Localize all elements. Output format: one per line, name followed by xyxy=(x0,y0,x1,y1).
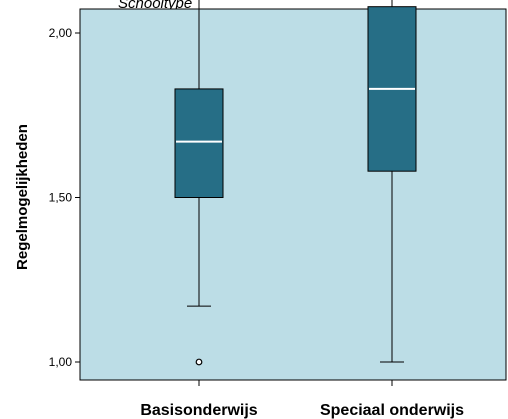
box-iqr xyxy=(174,88,224,198)
plot-area xyxy=(79,8,507,381)
y-axis: 1,001,502,002,503,00 xyxy=(49,26,80,369)
y-tick-label: 2,00 xyxy=(49,26,73,40)
x-axis: Basisonderwijs Speciaal onderwijs xyxy=(140,380,464,419)
x-tick-label: Basisonderwijs xyxy=(140,402,257,419)
outlier-point xyxy=(195,358,203,366)
y-axis-title: Regelmogelijkheden xyxy=(14,124,31,270)
y-tick-label: 1,00 xyxy=(49,355,73,369)
box-1 xyxy=(174,0,224,366)
boxes xyxy=(174,0,417,366)
box-2 xyxy=(367,0,417,363)
y-tick-label: 1,50 xyxy=(49,191,73,205)
x-tick-label: Speciaal onderwijs xyxy=(320,402,464,419)
